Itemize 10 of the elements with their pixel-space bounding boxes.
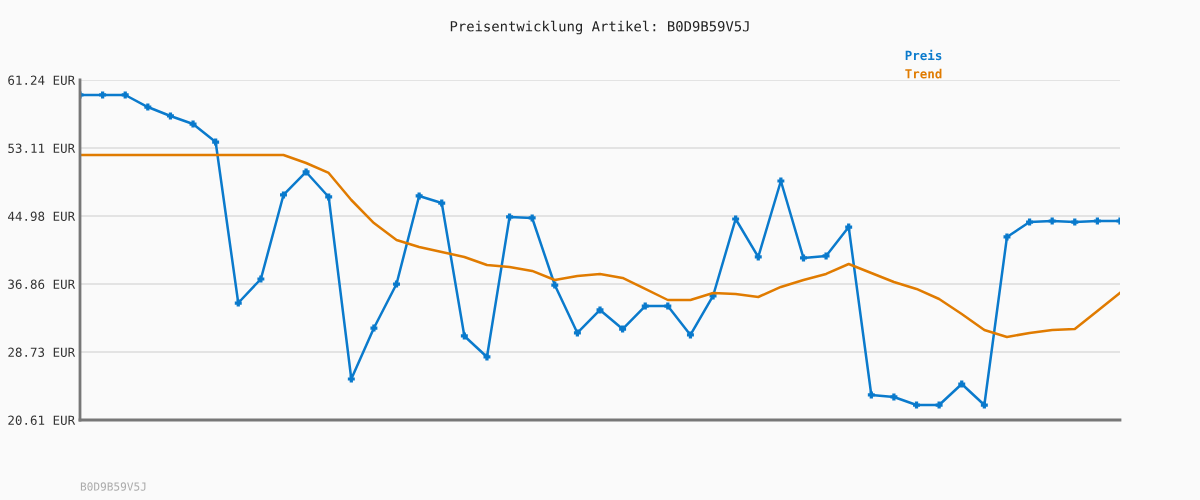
y-tick-label: 20.61 EUR: [8, 415, 76, 425]
text: Trend: [905, 68, 942, 79]
chart-title: Preisentwicklung Artikel: B0D9B59V5J: [450, 20, 749, 35]
y-tick-label: 53.11 EUR: [8, 143, 76, 153]
y-tick-label: 28.73 EUR: [8, 347, 76, 358]
text: Preis: [905, 49, 942, 61]
y-tick-label: 36.86 EUR: [8, 279, 76, 289]
y-tick-label: 61.24 EUR: [8, 75, 76, 85]
text: B0D9B59V5J: [80, 482, 146, 491]
y-tick-label: 44.98 EUR: [8, 211, 76, 222]
